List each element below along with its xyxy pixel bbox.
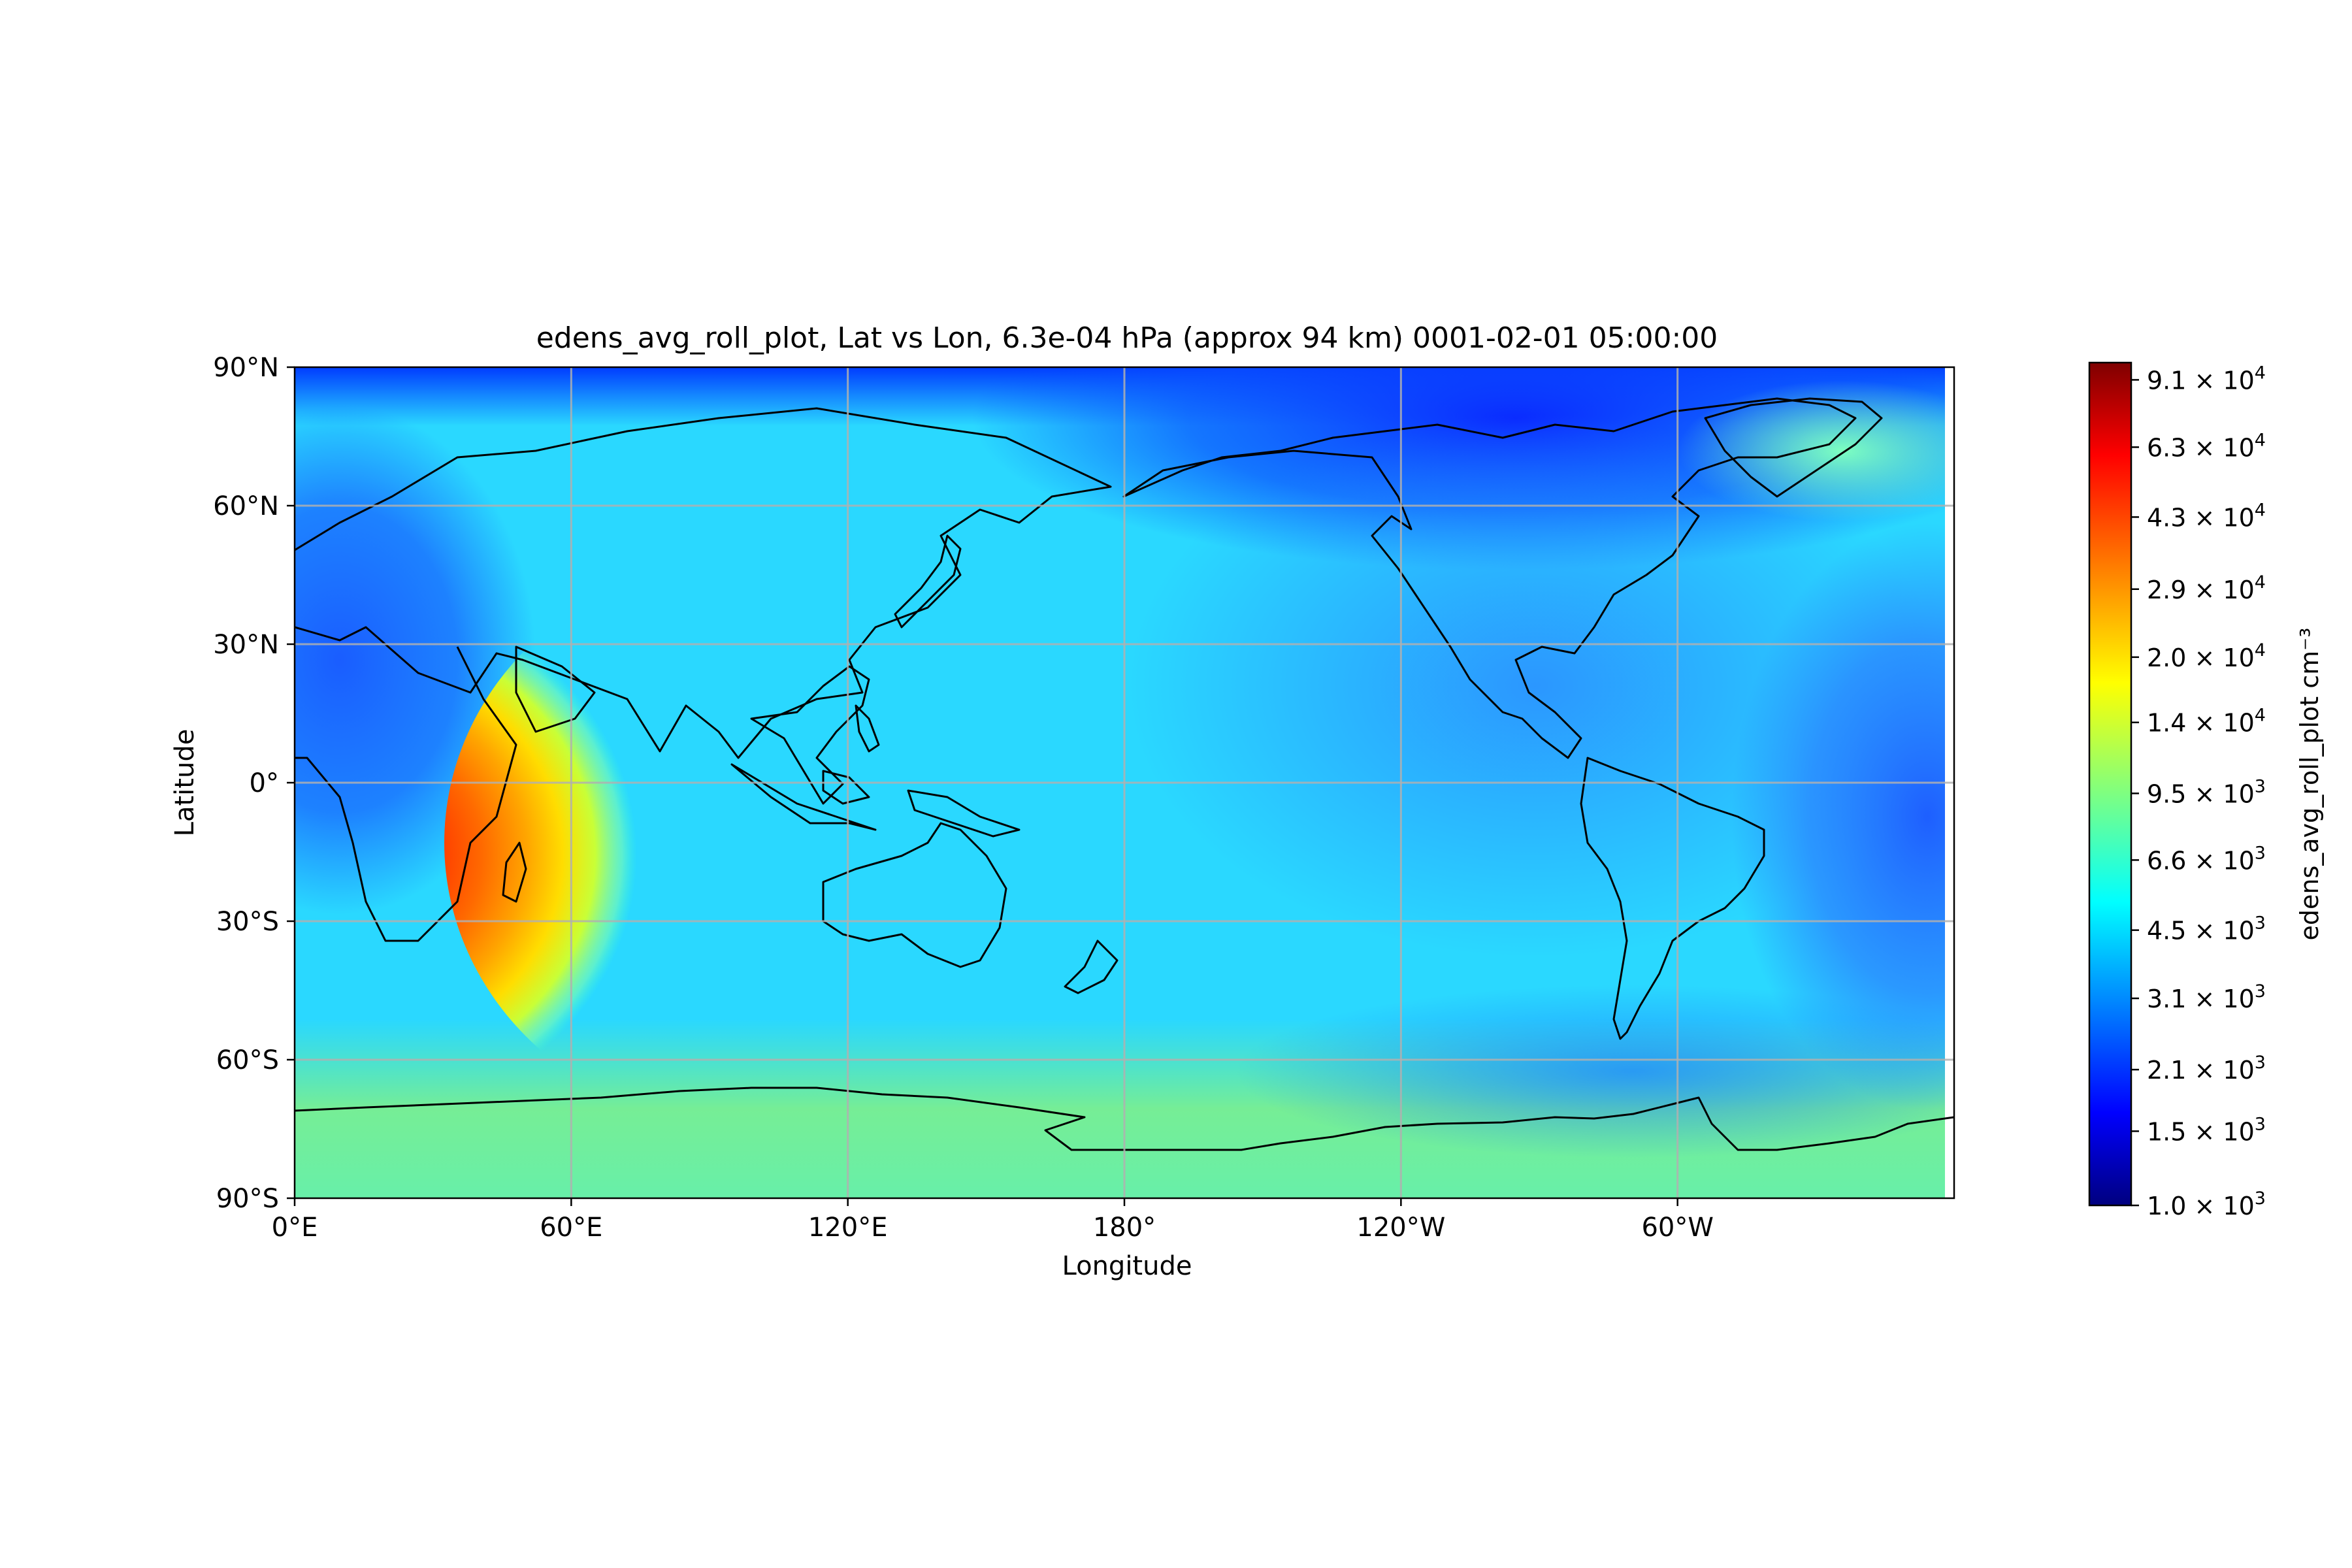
low-region-east xyxy=(1718,516,1954,1117)
colorbar-tick-label: 2.9 × 104 xyxy=(2147,572,2266,604)
y-tick-label: 60°N xyxy=(213,491,279,521)
y-axis-label: Latitude xyxy=(170,729,200,837)
colorbar-tick-label: 3.1 × 103 xyxy=(2147,981,2266,1013)
colorbar-gradient xyxy=(2089,363,2131,1205)
colorbar-ticks: 9.1 × 104 6.3 × 104 4.3 × 104 2.9 × 104 2.0 … xyxy=(2131,363,2266,1220)
coast-new-zealand xyxy=(1064,939,1119,994)
coastlines xyxy=(295,397,1954,1151)
colorbar-tick-label: 4.5 × 103 xyxy=(2147,913,2266,945)
y-tick-label: 30°N xyxy=(213,630,279,660)
colorbar-tick-label: 2.1 × 103 xyxy=(2147,1053,2266,1085)
coast-eurasia-africa xyxy=(295,407,1112,759)
coast-indochina xyxy=(750,665,870,805)
x-tick-label: 120°W xyxy=(1356,1213,1445,1243)
x-tick-label: 120°E xyxy=(808,1213,888,1243)
y-tick-label: 60°S xyxy=(216,1045,279,1075)
colorbar-tick-label: 1.4 × 104 xyxy=(2147,706,2266,738)
colorbar-tick-label: 1.0 × 103 xyxy=(2147,1188,2266,1220)
gridlines xyxy=(295,367,1954,1198)
low-region-south xyxy=(1228,980,1954,1163)
colorbar: 9.1 × 104 6.3 × 104 4.3 × 104 2.9 × 104 2.0 … xyxy=(2088,361,2324,1220)
x-tick-label: 60°E xyxy=(540,1213,602,1243)
coast-madagascar xyxy=(502,841,527,903)
coast-north-america xyxy=(1122,397,1857,759)
colorbar-tick-label: 2.0 × 104 xyxy=(2147,640,2266,672)
coast-philippines xyxy=(855,704,880,753)
colorbar-tick-label: 9.1 × 104 xyxy=(2147,363,2266,395)
x-tick-label: 0°E xyxy=(272,1213,318,1243)
y-tick-label: 90°N xyxy=(213,353,279,383)
colorbar-tick-label: 6.3 × 104 xyxy=(2147,430,2266,462)
colorbar-tick-label: 1.5 × 103 xyxy=(2147,1114,2266,1146)
x-axis-label: Longitude xyxy=(1062,1251,1192,1281)
x-tick-label: 60°W xyxy=(1641,1213,1713,1243)
coast-new-guinea xyxy=(907,789,1021,838)
y-axis: 90°N 60°N 30°N 0° 30°S 60°S 90°S xyxy=(213,353,295,1214)
colorbar-tick-label: 9.5 × 103 xyxy=(2147,776,2266,808)
coast-indonesia-2 xyxy=(822,770,870,805)
map-field xyxy=(295,367,1954,1198)
x-tick-label: 180° xyxy=(1093,1213,1156,1243)
colorbar-label: edens_avg_roll_plot cm⁻³ xyxy=(2295,628,2324,941)
coast-africa xyxy=(295,646,517,942)
colorbar-tick-label: 4.3 × 104 xyxy=(2147,500,2266,532)
y-tick-label: 0° xyxy=(250,768,279,798)
y-tick-label: 30°S xyxy=(216,907,279,937)
chart-title: edens_avg_roll_plot, Lat vs Lon, 6.3e-04… xyxy=(536,321,1718,355)
anomaly-peak xyxy=(444,555,1071,1130)
coast-australia xyxy=(822,822,1007,968)
coast-arabia xyxy=(515,645,596,733)
y-tick-label: 90°S xyxy=(216,1184,279,1214)
colorbar-tick-label: 6.6 × 103 xyxy=(2147,843,2266,875)
coast-indonesia-1 xyxy=(730,763,877,831)
coast-south-america xyxy=(1580,757,1765,1040)
coast-greenland xyxy=(1704,397,1883,498)
x-axis: 0°E 60°E 120°E 180° 120°W 60°W xyxy=(272,1198,1714,1243)
coast-antarctica xyxy=(295,1086,1954,1151)
colorbar-frame xyxy=(2088,361,2132,1207)
coast-japan xyxy=(894,534,962,629)
